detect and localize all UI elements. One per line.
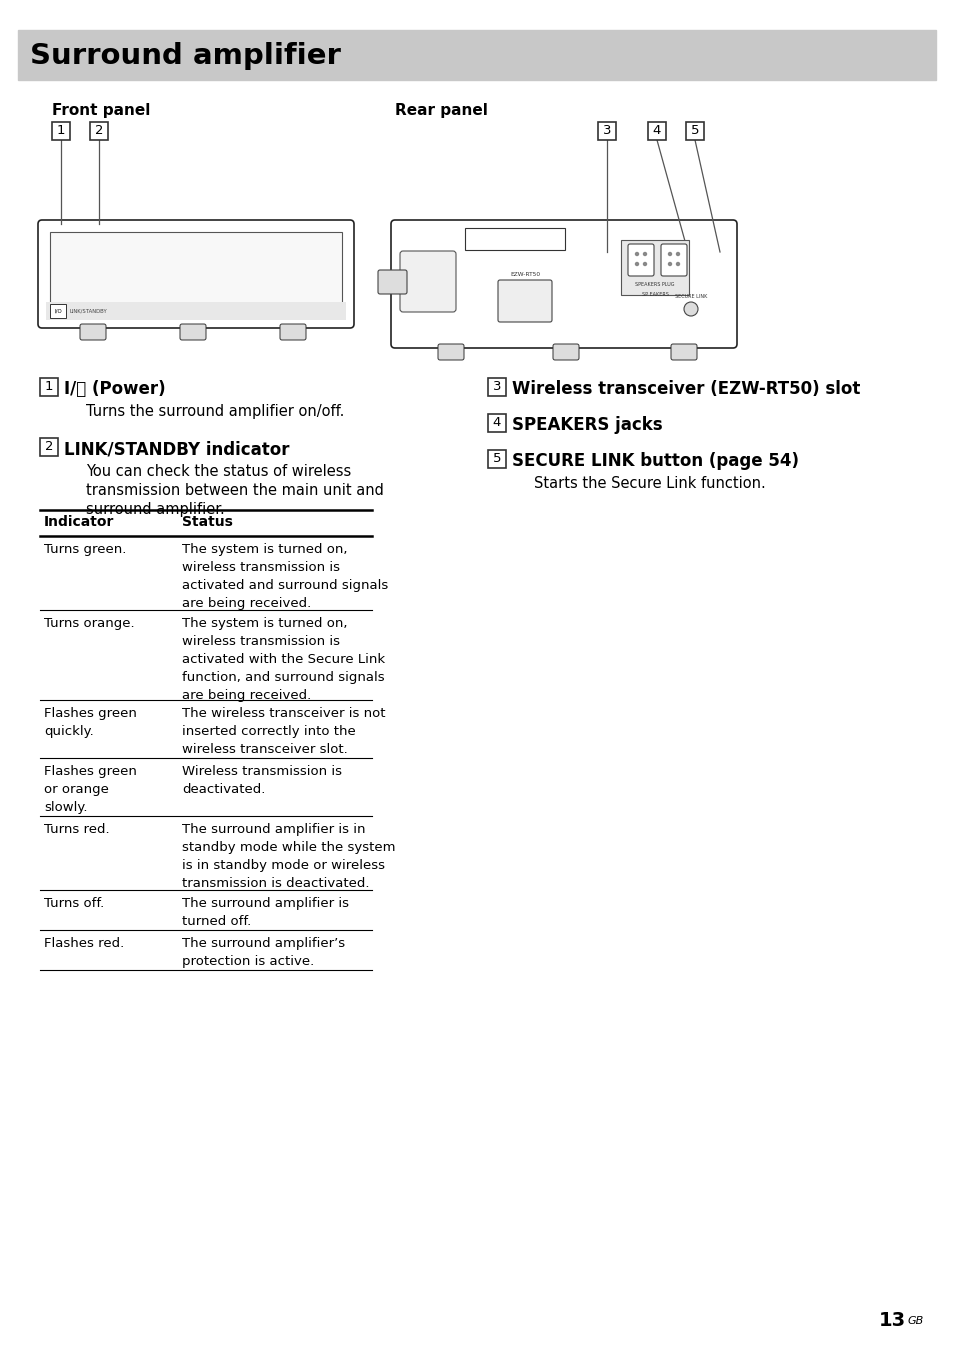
Text: Turns red.: Turns red. xyxy=(44,823,110,836)
FancyBboxPatch shape xyxy=(627,243,654,276)
Text: LINK/STANDBY: LINK/STANDBY xyxy=(70,308,108,314)
Text: Turns green.: Turns green. xyxy=(44,544,126,556)
Text: 1: 1 xyxy=(56,124,65,138)
FancyBboxPatch shape xyxy=(38,220,354,329)
Text: Wireless transmission is
deactivated.: Wireless transmission is deactivated. xyxy=(182,765,341,796)
Circle shape xyxy=(635,262,638,265)
Text: 1: 1 xyxy=(45,380,53,393)
Bar xyxy=(620,241,688,295)
Text: SECURE LINK button (page 54): SECURE LINK button (page 54) xyxy=(512,452,799,470)
FancyBboxPatch shape xyxy=(437,343,463,360)
Text: SPEAKERS PLUG: SPEAKERS PLUG xyxy=(635,283,674,287)
Text: Status: Status xyxy=(182,515,233,529)
Text: GB: GB xyxy=(907,1315,923,1326)
Text: 5: 5 xyxy=(493,453,500,465)
Bar xyxy=(488,379,505,396)
Text: The system is turned on,
wireless transmission is
activated and surround signals: The system is turned on, wireless transm… xyxy=(182,544,388,610)
FancyBboxPatch shape xyxy=(80,324,106,339)
Text: 4: 4 xyxy=(493,416,500,430)
Bar xyxy=(40,438,58,456)
Text: The surround amplifier’s
protection is active.: The surround amplifier’s protection is a… xyxy=(182,937,345,968)
Circle shape xyxy=(683,301,698,316)
FancyBboxPatch shape xyxy=(377,270,407,293)
Bar xyxy=(52,122,70,141)
Text: SECURE LINK: SECURE LINK xyxy=(674,295,706,300)
Bar xyxy=(50,233,341,304)
Circle shape xyxy=(643,262,646,265)
FancyBboxPatch shape xyxy=(497,280,552,322)
Text: SPEAKERS jacks: SPEAKERS jacks xyxy=(512,416,662,434)
FancyBboxPatch shape xyxy=(553,343,578,360)
Bar xyxy=(90,122,108,141)
Text: Turns orange.: Turns orange. xyxy=(44,617,134,630)
Circle shape xyxy=(676,262,679,265)
Text: Rear panel: Rear panel xyxy=(395,103,487,118)
Bar xyxy=(647,122,665,141)
Text: surround amplifier.: surround amplifier. xyxy=(86,502,225,516)
Text: I/O: I/O xyxy=(54,308,62,314)
Text: Indicator: Indicator xyxy=(44,515,114,529)
Bar xyxy=(40,379,58,396)
FancyBboxPatch shape xyxy=(280,324,306,339)
Text: Flashes green
quickly.: Flashes green quickly. xyxy=(44,707,136,738)
Bar xyxy=(598,122,616,141)
Circle shape xyxy=(676,253,679,256)
FancyBboxPatch shape xyxy=(670,343,697,360)
Text: Flashes red.: Flashes red. xyxy=(44,937,124,950)
Bar xyxy=(50,304,66,318)
Text: The surround amplifier is
turned off.: The surround amplifier is turned off. xyxy=(182,896,349,927)
Text: The system is turned on,
wireless transmission is
activated with the Secure Link: The system is turned on, wireless transm… xyxy=(182,617,385,702)
Bar xyxy=(18,30,935,80)
Text: 5: 5 xyxy=(690,124,699,138)
Text: Flashes green
or orange
slowly.: Flashes green or orange slowly. xyxy=(44,765,136,814)
Text: SP EAKERS: SP EAKERS xyxy=(640,292,668,297)
Text: Starts the Secure Link function.: Starts the Secure Link function. xyxy=(534,476,765,491)
Circle shape xyxy=(635,253,638,256)
FancyBboxPatch shape xyxy=(180,324,206,339)
Text: Front panel: Front panel xyxy=(52,103,151,118)
Text: 3: 3 xyxy=(493,380,500,393)
Bar xyxy=(464,228,564,250)
Circle shape xyxy=(643,253,646,256)
Text: Surround amplifier: Surround amplifier xyxy=(30,42,340,70)
Bar xyxy=(685,122,703,141)
Bar xyxy=(46,301,346,320)
Bar xyxy=(488,414,505,433)
Text: EZW-RT50: EZW-RT50 xyxy=(510,272,539,277)
Text: transmission between the main unit and: transmission between the main unit and xyxy=(86,483,383,498)
Text: I/⏻ (Power): I/⏻ (Power) xyxy=(64,380,166,397)
Text: 3: 3 xyxy=(602,124,611,138)
Text: LINK/STANDBY indicator: LINK/STANDBY indicator xyxy=(64,439,289,458)
Text: Wireless transceiver (EZW-RT50) slot: Wireless transceiver (EZW-RT50) slot xyxy=(512,380,860,397)
Circle shape xyxy=(668,253,671,256)
Text: 4: 4 xyxy=(652,124,660,138)
Text: The wireless transceiver is not
inserted correctly into the
wireless transceiver: The wireless transceiver is not inserted… xyxy=(182,707,385,756)
FancyBboxPatch shape xyxy=(399,251,456,312)
FancyBboxPatch shape xyxy=(391,220,737,347)
Text: 13: 13 xyxy=(878,1310,905,1329)
FancyBboxPatch shape xyxy=(660,243,686,276)
Text: The surround amplifier is in
standby mode while the system
is in standby mode or: The surround amplifier is in standby mod… xyxy=(182,823,395,890)
Circle shape xyxy=(668,262,671,265)
Bar xyxy=(488,450,505,468)
Text: You can check the status of wireless: You can check the status of wireless xyxy=(86,464,351,479)
Text: 2: 2 xyxy=(94,124,103,138)
Text: Turns off.: Turns off. xyxy=(44,896,104,910)
Text: Turns the surround amplifier on/off.: Turns the surround amplifier on/off. xyxy=(86,404,344,419)
Text: 2: 2 xyxy=(45,441,53,453)
